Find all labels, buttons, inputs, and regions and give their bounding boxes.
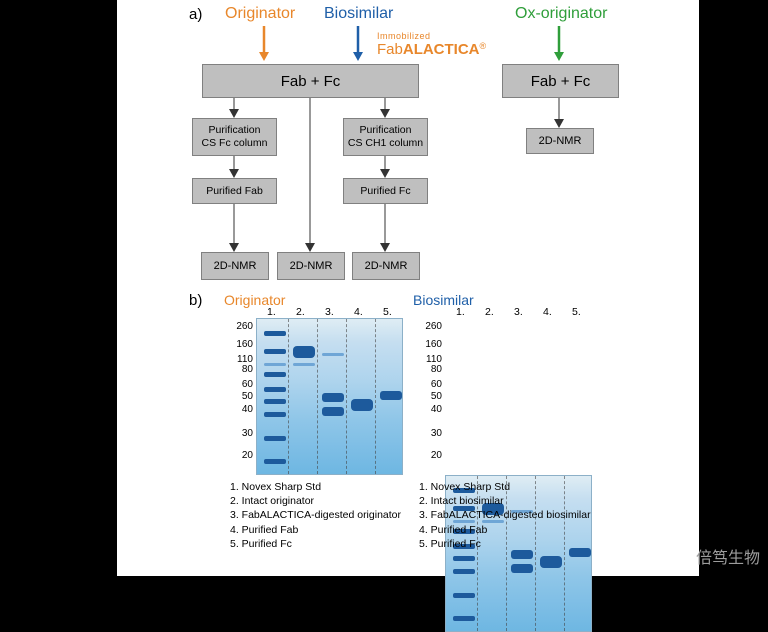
gel-lane-divider (317, 319, 318, 474)
gel-lane-divider (346, 319, 347, 474)
lane-num: 5. (572, 306, 581, 318)
box-nmr-right: 2D-NMR (526, 128, 594, 154)
gel-band (511, 550, 533, 559)
gel-tick: 40 (418, 405, 442, 415)
gel-band (264, 331, 286, 336)
gel-tick: 50 (229, 392, 253, 402)
box-nmr-3: 2D-NMR (352, 252, 420, 280)
legend-line: 4. Purified Fab (230, 523, 401, 537)
gel-tick: 160 (229, 340, 253, 350)
box-purif-fc: Purification CS Fc column (192, 118, 277, 156)
legend-line: 1. Novex Sharp Std (419, 480, 591, 494)
gel-band (380, 391, 402, 400)
box-purified-fc: Purified Fc (343, 178, 428, 204)
lane-num: 3. (325, 306, 334, 318)
canvas: a) Originator Biosimilar Ox-originator I… (0, 0, 768, 576)
gel-band (264, 436, 286, 441)
lane-num: 1. (267, 306, 276, 318)
gel-tick: 40 (229, 405, 253, 415)
lane-num: 4. (354, 306, 363, 318)
gel-band (264, 459, 286, 464)
box-nmr-2: 2D-NMR (277, 252, 345, 280)
lane-num: 1. (456, 306, 465, 318)
gel-band (453, 569, 475, 574)
gel-lane-divider (375, 319, 376, 474)
gel-band (540, 556, 562, 568)
legend-line: 5. Purified Fc (419, 537, 591, 551)
box-fabfc-left: Fab + Fc (202, 64, 419, 98)
lane-num: 4. (543, 306, 552, 318)
gel-tick: 260 (229, 322, 253, 332)
gel-tick: 30 (418, 429, 442, 439)
figure-panel: a) Originator Biosimilar Ox-originator I… (117, 0, 699, 576)
gel-band (322, 407, 344, 416)
gel-band (453, 616, 475, 621)
legend-line: 3. FabALACTICA-digested originator (230, 508, 401, 522)
gel-band (264, 372, 286, 377)
watermark: 倍笃生物 (696, 544, 760, 568)
gel-band (293, 346, 315, 358)
box-fabfc-right: Fab + Fc (502, 64, 619, 98)
gel-tick: 60 (418, 380, 442, 390)
gel-tick: 60 (229, 380, 253, 390)
box-purif-ch1: Purification CS CH1 column (343, 118, 428, 156)
gel-title-orig: Originator (224, 292, 285, 308)
panel-b-label: b) (189, 292, 202, 309)
legend-line: 2. Intact originator (230, 494, 401, 508)
gel-originator (256, 318, 403, 475)
lane-num: 3. (514, 306, 523, 318)
box-purified-fab: Purified Fab (192, 178, 277, 204)
gel-tick: 20 (418, 451, 442, 461)
gel-tick: 20 (229, 451, 253, 461)
gel-band (264, 363, 286, 366)
gel-band (322, 393, 344, 402)
gel-tick: 260 (418, 322, 442, 332)
gel-lane-divider (288, 319, 289, 474)
gel-tick: 50 (418, 392, 442, 402)
gel-band (453, 593, 475, 598)
gel-band (264, 349, 286, 354)
gel-tick: 80 (418, 365, 442, 375)
legend-biosimilar: 1. Novex Sharp Std2. Intact biosimilar3.… (419, 480, 591, 551)
legend-line: 1. Novex Sharp Std (230, 480, 401, 494)
gel-band (264, 399, 286, 404)
gel-band (511, 564, 533, 573)
legend-line: 3. FabALACTICA-digested biosimilar (419, 508, 591, 522)
gel-band (264, 412, 286, 417)
gel-band (453, 556, 475, 561)
box-nmr-1: 2D-NMR (201, 252, 269, 280)
legend-line: 2. Intact biosimilar (419, 494, 591, 508)
gel-band (351, 399, 373, 411)
legend-line: 5. Purified Fc (230, 537, 401, 551)
gel-band (293, 363, 315, 366)
gel-tick: 80 (229, 365, 253, 375)
gel-band (264, 387, 286, 392)
lane-num: 2. (485, 306, 494, 318)
legend-originator: 1. Novex Sharp Std2. Intact originator3.… (230, 480, 401, 551)
legend-line: 4. Purified Fab (419, 523, 591, 537)
lane-num: 5. (383, 306, 392, 318)
gel-tick: 160 (418, 340, 442, 350)
lane-num: 2. (296, 306, 305, 318)
gel-band (322, 353, 344, 356)
gel-tick: 30 (229, 429, 253, 439)
